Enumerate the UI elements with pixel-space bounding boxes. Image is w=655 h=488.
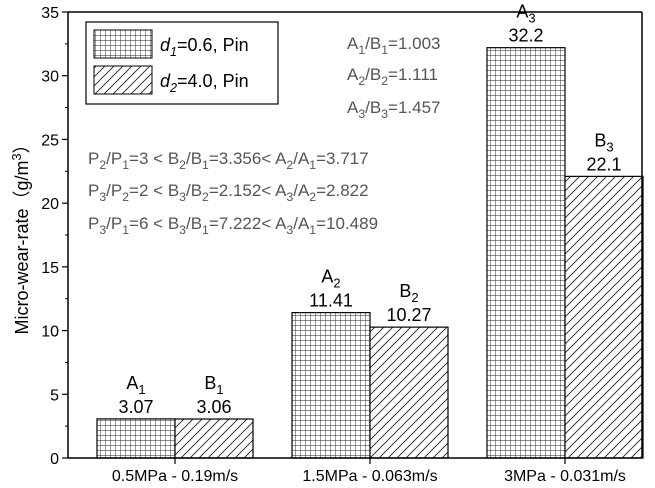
bar-id-label: B2​ xyxy=(399,281,418,305)
y-tick-label: 15 xyxy=(41,260,59,277)
bar-a-1 xyxy=(96,418,176,459)
x-tick-label: 3MPa - 0.031m/s xyxy=(504,468,626,485)
bar-id-label: A3​ xyxy=(516,2,535,26)
y-tick-label: 20 xyxy=(41,196,59,213)
bar-id-label: A2​ xyxy=(321,267,340,291)
ratio-annotation-1: A1​/B1​=1.003 xyxy=(347,34,441,57)
bar-a-2 xyxy=(291,312,371,459)
data-label: 3.06 xyxy=(196,397,231,417)
comparison-annotation-2: P3​/P2​=2 < B3​/B2​=2.152< A3​/A2​=2.822 xyxy=(88,181,369,204)
legend-label-2: d2=4.0, Pin xyxy=(160,71,249,95)
comparison-annotation-3: P3​/P1​=6 < B3​/B1​=7.222< A3​/A1​=10.48… xyxy=(88,214,378,237)
legend-label-1: d1=0.6, Pin xyxy=(160,35,249,59)
y-tick-label: 0 xyxy=(50,451,59,468)
y-tick-label: 35 xyxy=(41,5,59,22)
bar-id-label: B1​ xyxy=(204,373,223,397)
y-tick-label: 25 xyxy=(41,132,59,149)
data-label: 10.27 xyxy=(386,305,431,325)
comparison-annotation-1: P2​/P1​=3 < B2​/B1​=3.356< A2​/A1​=3.717 xyxy=(88,149,369,172)
data-label: 32.2 xyxy=(508,26,543,46)
ratio-annotation-3: A3​/B3​=1.457 xyxy=(347,98,441,121)
ratio-annotation-2: A2​/B2​=1.111 xyxy=(347,65,438,88)
data-label: 22.1 xyxy=(586,154,621,174)
data-label: 11.41 xyxy=(309,291,353,311)
data-label: 3.07 xyxy=(118,397,153,417)
legend-swatch-2 xyxy=(93,65,153,95)
bar-id-label: B3​ xyxy=(594,130,613,154)
y-tick-label: 10 xyxy=(41,324,59,341)
bar-b-2 xyxy=(369,326,449,459)
x-tick-label: 1.5MPa - 0.063m/s xyxy=(302,468,437,485)
x-tick-label: 0.5MPa - 0.19m/s xyxy=(112,468,238,485)
bar-a-3 xyxy=(486,47,566,459)
bar-b-1 xyxy=(174,418,254,459)
legend-swatch-1 xyxy=(93,29,153,59)
bar-id-label: A1​ xyxy=(126,373,145,397)
bar-b-3 xyxy=(564,175,644,459)
y-axis-label: Micro-wear-rate（g/m3） xyxy=(10,135,32,334)
y-tick-label: 30 xyxy=(41,69,59,86)
y-tick-label: 5 xyxy=(50,387,59,404)
